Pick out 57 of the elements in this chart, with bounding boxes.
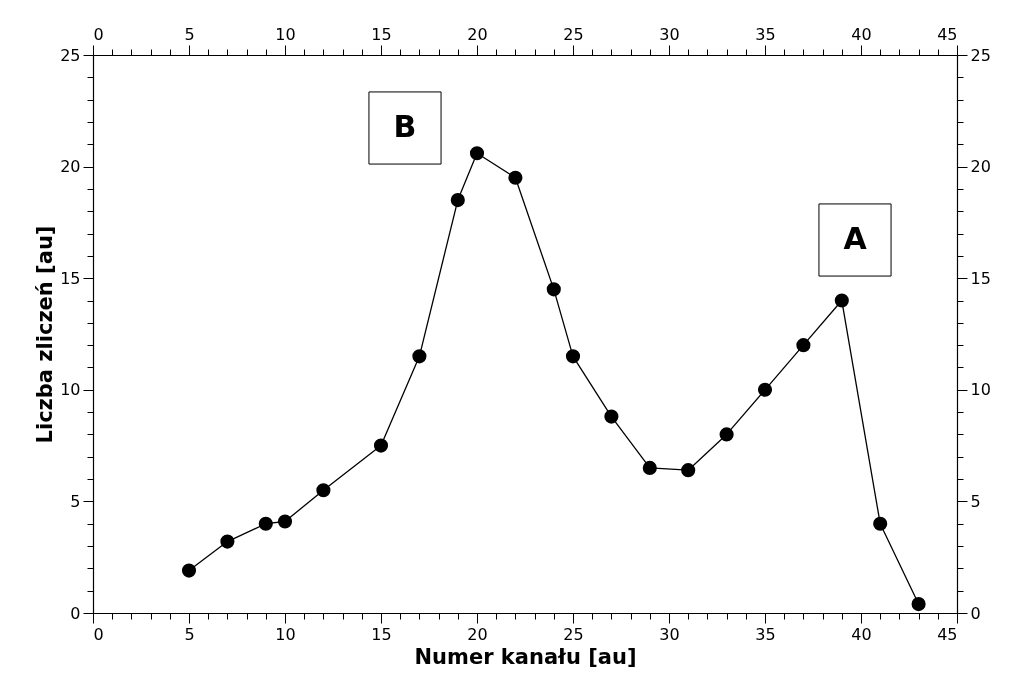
point: [719, 427, 734, 442]
point: [604, 409, 619, 424]
x2-tick-label: 30: [659, 24, 680, 44]
point: [565, 349, 581, 364]
x-tick-label: 30: [659, 624, 680, 644]
y2-tick-label: 20: [970, 157, 991, 177]
x-tick-label: 20: [467, 624, 488, 644]
x2-tick-label: 10: [275, 24, 296, 44]
point: [450, 193, 465, 208]
point: [373, 438, 389, 453]
y2-tick-label: 15: [970, 268, 991, 288]
y-tick-label: 15: [60, 268, 81, 288]
x2-tick-label: 15: [371, 24, 392, 44]
y-axis-title: Liczba zliczeń [au]: [33, 225, 58, 444]
x-tick-label: 5: [184, 624, 195, 644]
point: [220, 534, 235, 549]
y-tick-label: 5: [70, 491, 81, 511]
point: [642, 460, 657, 475]
point: [834, 293, 849, 308]
x2-tick-label: 45: [937, 24, 958, 44]
x-tick-label: 35: [755, 624, 776, 644]
y2-tick-label: 5: [970, 491, 981, 511]
point: [681, 463, 696, 478]
point: [508, 170, 523, 185]
y-tick-label: 0: [70, 603, 81, 623]
x-tick-label: 45: [937, 624, 958, 644]
point: [412, 349, 427, 364]
x-tick-label: 40: [851, 624, 872, 644]
point: [911, 597, 926, 612]
point: [469, 146, 485, 161]
point: [757, 382, 773, 397]
x-tick-label: 25: [563, 624, 584, 644]
point: [258, 516, 273, 531]
annotation: B: [393, 109, 417, 144]
y-tick-label: 10: [60, 380, 81, 400]
point: [277, 514, 293, 529]
point: [796, 338, 811, 353]
x2-tick-label: 20: [467, 24, 488, 44]
y-tick-label: 25: [60, 45, 81, 65]
point: [873, 516, 888, 531]
x-tick-label: 15: [371, 624, 392, 644]
x-tick-label: 10: [275, 624, 296, 644]
x2-tick-label: 25: [563, 24, 584, 44]
annotation: A: [843, 221, 868, 256]
y2-tick-label: 0: [970, 603, 981, 623]
y2-tick-label: 25: [970, 45, 991, 65]
x-axis-title: Numer kanału [au]: [414, 644, 637, 669]
x2-tick-label: 40: [851, 24, 872, 44]
x-tick-label: 0: [93, 624, 104, 644]
x2-tick-label: 5: [184, 24, 195, 44]
x2-tick-label: 0: [93, 24, 104, 44]
x2-tick-label: 35: [755, 24, 776, 44]
y2-tick-label: 10: [970, 380, 991, 400]
y-tick-label: 20: [60, 157, 81, 177]
point: [316, 483, 331, 498]
point: [546, 282, 561, 297]
point: [181, 563, 197, 578]
